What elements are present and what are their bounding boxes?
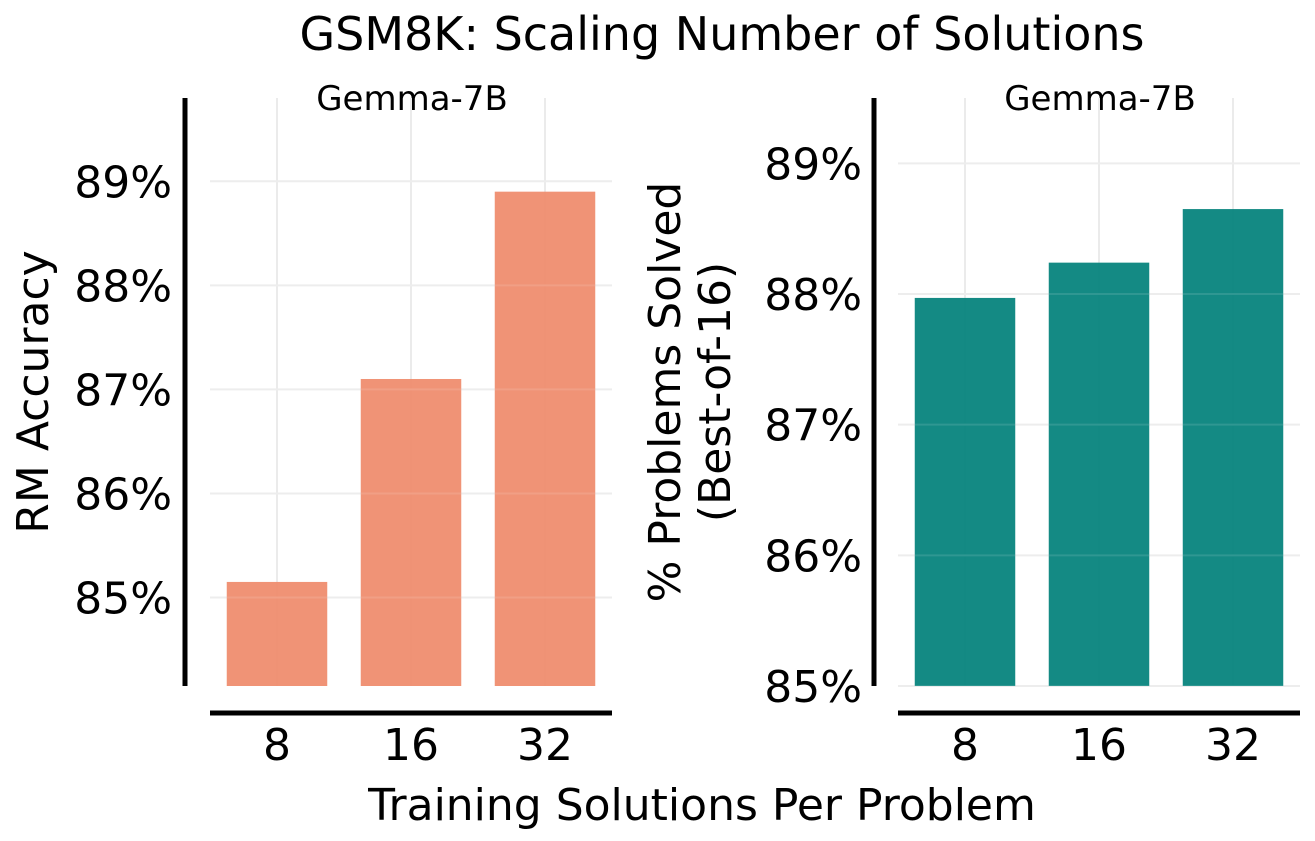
y-axis-label: % Problems Solved(Best-of-16) [640,182,741,603]
shared-x-axis-label: Training Solutions Per Problem [367,780,1036,831]
y-axis-label: RM Accuracy [8,250,59,533]
y-tick-label: 86% [764,531,862,582]
bar-8 [226,581,328,686]
x-tick-label: 16 [383,720,439,771]
y-tick-label: 88% [764,270,862,321]
y-tick-label: 86% [74,469,172,520]
figure-title: GSM8K: Scaling Number of Solutions [299,7,1144,61]
bar-32 [494,191,596,687]
x-tick-label: 8 [263,720,291,771]
y-tick-label: 89% [74,157,172,208]
y-tick-label: 88% [74,261,172,312]
bar-16 [360,378,462,686]
x-tick-label: 16 [1071,720,1127,771]
y-tick-label: 85% [764,662,862,713]
bar-8 [914,297,1016,686]
x-tick-label: 8 [951,720,979,771]
bar-16 [1048,262,1150,686]
y-tick-label: 87% [764,401,862,452]
x-tick-label: 32 [1205,720,1261,771]
y-tick-label: 87% [74,365,172,416]
y-tick-label: 85% [74,574,172,625]
x-tick-label: 32 [517,720,573,771]
y-tick-label: 89% [764,139,862,190]
bar-32 [1182,209,1284,687]
